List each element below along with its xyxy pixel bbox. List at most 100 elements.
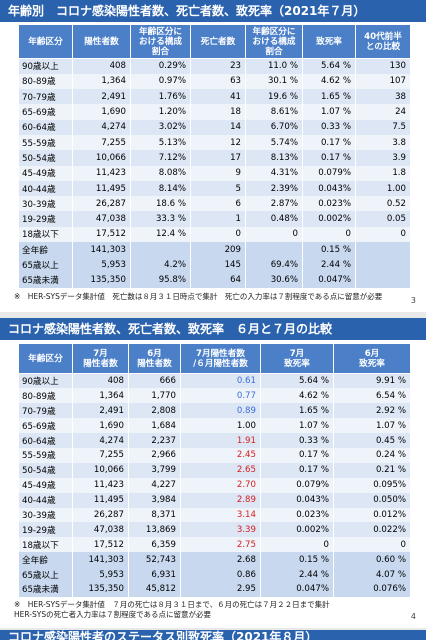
cell bbox=[130, 242, 191, 258]
cell: 70-79歳 bbox=[18, 89, 73, 105]
cell: 65歳未満 bbox=[18, 272, 73, 288]
cell: 2.45 bbox=[180, 447, 261, 463]
cell: 7,255 bbox=[72, 447, 129, 463]
page-number: 3 bbox=[410, 296, 416, 305]
cell: 0.86 bbox=[180, 567, 261, 582]
cell: 2.87% bbox=[245, 196, 303, 212]
cell: 408 bbox=[72, 58, 131, 74]
cell: 209 bbox=[190, 242, 246, 258]
cell: 0.17 % bbox=[260, 462, 334, 478]
cell: 1 bbox=[190, 211, 246, 227]
cell: 50-54歳 bbox=[18, 150, 73, 166]
footnote: ※ HER-SYSデータ集計値 死亡数は８月３１日時点で集計 死亡の入力率は７割… bbox=[14, 292, 383, 301]
cell: 9.91 % bbox=[333, 373, 411, 389]
row: 50-54歳 10,066 3,799 2.65 0.17 % 0.21 % bbox=[18, 462, 411, 478]
row: 45-49歳 11,423 4,227 2.70 0.079% 0.095% bbox=[18, 477, 411, 493]
cell: 65歳未満 bbox=[18, 581, 73, 597]
cell: 0.043% bbox=[302, 180, 356, 197]
cell bbox=[355, 272, 411, 288]
cell: 0.002% bbox=[260, 522, 334, 538]
cell: 52,743 bbox=[128, 552, 181, 568]
cell: 130 bbox=[355, 58, 411, 74]
cell: 0.076% bbox=[333, 581, 411, 597]
cell: 4.31% bbox=[245, 165, 303, 181]
cell: 1.07 % bbox=[333, 418, 411, 434]
cell: 0 bbox=[260, 537, 334, 553]
cell: 5,953 bbox=[72, 567, 129, 582]
cell: 2.65 bbox=[180, 462, 261, 478]
cell: 8.14% bbox=[130, 180, 191, 197]
header-cell: 7月陽性者数 /６月陽性者数 bbox=[180, 343, 261, 374]
header-row: 年齢区分 7月 陽性者数 6月 陽性者数 7月陽性者数 /６月陽性者数 7月 致死率 6月… bbox=[18, 343, 411, 374]
cell: 6.54 % bbox=[333, 388, 411, 404]
row: 65-69歳 1,690 1.20% 18 8.61% 1.07 % 24 bbox=[18, 104, 411, 120]
cell: 0.012% bbox=[333, 507, 411, 523]
cell: 2,491 bbox=[72, 89, 131, 105]
cell: 0.05 bbox=[355, 211, 411, 227]
cell: 1.20% bbox=[130, 104, 191, 120]
cell: 7.12% bbox=[130, 150, 191, 166]
header-cell: 致死率 bbox=[302, 24, 356, 59]
cell: 2,966 bbox=[128, 447, 181, 463]
row: 70-79歳 2,491 1.76% 41 19.6 % 1.65 % 38 bbox=[18, 89, 411, 105]
header-cell: 7月 陽性者数 bbox=[72, 343, 129, 374]
cell: 0.48% bbox=[245, 211, 303, 227]
cell: 5.64 % bbox=[302, 58, 356, 74]
cell: 1,364 bbox=[72, 388, 129, 404]
cell: 18 bbox=[190, 104, 246, 120]
cell: 0.050% bbox=[333, 492, 411, 508]
cell: 11.0 % bbox=[245, 58, 303, 74]
cell: 3,799 bbox=[128, 462, 181, 478]
row: 65-69歳 1,690 1,684 1.00 1.07 % 1.07 % bbox=[18, 418, 411, 434]
cell: 0.022% bbox=[333, 522, 411, 538]
cell: 90歳以上 bbox=[18, 373, 73, 389]
cell: 30.1 % bbox=[245, 73, 303, 90]
cell: 6.70% bbox=[245, 119, 303, 135]
footnote: ※ HER-SYSデータ集計値 ７月の死亡は８月３１日まで、６月の死亡は７月２２… bbox=[14, 600, 330, 619]
slide: 年齢別 コロナ感染陽性者数、死亡者数、致死率（2021年７月） 年齢区分 陽性者数… bbox=[0, 0, 426, 312]
cell: 0.17 % bbox=[302, 134, 356, 151]
slide: コロナ感染陽性者のステータス別致死率（2021年８月） bbox=[0, 630, 426, 640]
cell: 18.6 % bbox=[130, 196, 191, 212]
cell: 1,364 bbox=[72, 73, 131, 90]
cell: 70-79歳 bbox=[18, 403, 73, 419]
cell: 666 bbox=[128, 373, 181, 389]
cell: 80-89歳 bbox=[18, 73, 73, 90]
cell: 2,808 bbox=[128, 403, 181, 419]
row: 65歳未満 135,350 95.8% 64 30.6% 0.047% bbox=[18, 272, 411, 288]
cell: 6,931 bbox=[128, 567, 181, 582]
cell: 1,684 bbox=[128, 418, 181, 434]
cell: 5,953 bbox=[72, 257, 131, 273]
cell: 全年齢 bbox=[18, 242, 73, 258]
cell: 50-54歳 bbox=[18, 462, 73, 478]
header-cell: 陽性者数 bbox=[72, 24, 131, 59]
cell: 65歳以上 bbox=[18, 567, 73, 582]
cell: 2.75 bbox=[180, 537, 261, 553]
cell: 0.45 % bbox=[333, 433, 411, 448]
cell: 1.65 % bbox=[302, 89, 356, 105]
cell: 9 bbox=[190, 165, 246, 181]
cell: 1,690 bbox=[72, 104, 131, 120]
cell: 0.047% bbox=[260, 581, 334, 597]
cell: 33.3 % bbox=[130, 211, 191, 227]
cell: 45-49歳 bbox=[18, 477, 73, 493]
cell: 3.02% bbox=[130, 119, 191, 135]
header-cell: 6月 陽性者数 bbox=[128, 343, 181, 374]
cell: 0.002% bbox=[302, 211, 356, 227]
cell: 7,255 bbox=[72, 134, 131, 151]
cell: 3.9 bbox=[355, 150, 411, 166]
cell: 6,359 bbox=[128, 537, 181, 553]
cell: 8.08% bbox=[130, 165, 191, 181]
cell: 0.29% bbox=[130, 58, 191, 74]
cell: 14 bbox=[190, 119, 246, 135]
cell: 0 bbox=[190, 226, 246, 243]
cell: 4,227 bbox=[128, 477, 181, 493]
cell: 23 bbox=[190, 58, 246, 74]
header-row: 年齢区分 陽性者数 年齢区分に おける構成 割合 死亡者数 年齢区分に おける構成 割合… bbox=[18, 24, 411, 59]
cell: 1.8 bbox=[355, 165, 411, 181]
cell: 141,303 bbox=[72, 552, 129, 568]
cell: 95.8% bbox=[130, 272, 191, 288]
row: 30-39歳 26,287 8,371 3.14 0.023% 0.012% bbox=[18, 507, 411, 523]
cell: 8,371 bbox=[128, 507, 181, 523]
cell: 0.079% bbox=[302, 165, 356, 181]
